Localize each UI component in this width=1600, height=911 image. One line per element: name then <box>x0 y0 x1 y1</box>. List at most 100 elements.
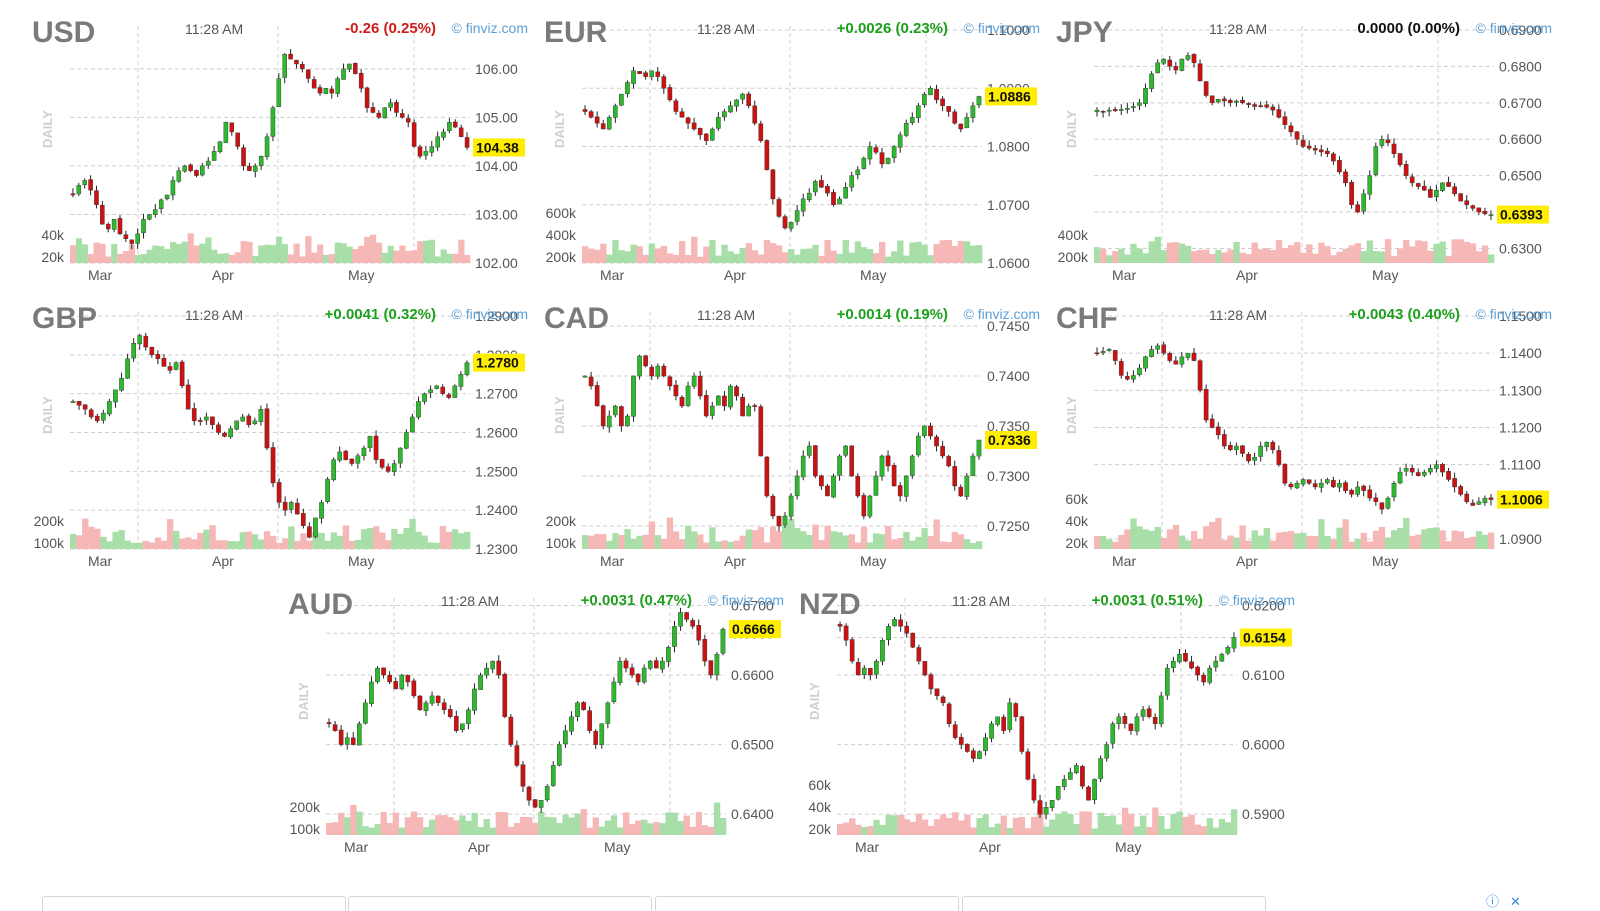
finviz-credit-link[interactable]: © finviz.com <box>963 306 1040 322</box>
finviz-credit-link[interactable]: © finviz.com <box>1475 306 1552 322</box>
volume-bar <box>386 822 393 835</box>
candle-body <box>335 78 340 94</box>
candle-body <box>464 362 470 376</box>
candle-body <box>241 147 246 167</box>
ad-box[interactable] <box>42 896 346 911</box>
chart-panel-gbp[interactable]: 1.29001.28001.27001.26001.25001.24001.23… <box>30 294 530 574</box>
candle-body <box>928 88 933 96</box>
volume-bar <box>94 528 101 549</box>
candle-body <box>1294 131 1300 140</box>
candle-body <box>891 465 897 487</box>
candle-body <box>417 695 423 711</box>
volume-bar <box>1281 248 1289 263</box>
candle-body <box>952 724 958 738</box>
candle-body <box>1231 637 1237 649</box>
candle-body <box>1264 442 1270 448</box>
candle-body <box>776 199 782 217</box>
finviz-credit-link[interactable]: © finviz.com <box>451 20 528 36</box>
candle-body <box>728 105 733 113</box>
finviz-credit-link[interactable]: © finviz.com <box>451 306 528 322</box>
candle-body <box>861 667 867 676</box>
candle-body <box>1440 182 1445 191</box>
candle-body <box>619 93 624 106</box>
close-icon[interactable]: ✕ <box>1510 895 1521 910</box>
y-tick-label: 106.00 <box>475 61 518 77</box>
volume-bar <box>458 239 465 263</box>
volume-bar <box>951 245 959 263</box>
candle-body <box>1146 708 1152 717</box>
candle-body <box>1031 779 1037 801</box>
chart-panel-cad[interactable]: 0.7450 0.7400 0.7350 0.7300 0.7250 0.7336 Mar A… <box>542 294 1042 574</box>
candle-body <box>661 365 667 377</box>
ad-box[interactable] <box>348 896 652 911</box>
finviz-credit-link[interactable]: © finviz.com <box>707 592 784 608</box>
volume-bar <box>909 540 916 549</box>
finviz-credit-link[interactable]: © finviz.com <box>963 20 1040 36</box>
last-price-label: 0.6154 <box>1243 629 1286 645</box>
candle-body <box>387 674 392 683</box>
candle-body <box>709 405 715 416</box>
chart-panel-chf[interactable]: 1.1500 1.1400 1.1300 1.1200 1.1100 1.0900 1.10… <box>1054 294 1554 574</box>
volume-bar <box>305 236 312 263</box>
volume-bar <box>1112 251 1119 263</box>
finviz-credit-link[interactable]: © finviz.com <box>1218 592 1295 608</box>
candle-body <box>325 478 330 502</box>
chart-panel-jpy[interactable]: 0.69000.68000.67000.66000.65000.64000.63… <box>1054 8 1554 288</box>
candle-body <box>631 375 636 417</box>
chart-panel-aud[interactable]: 0.67000.66600.66000.65000.64000.6666MarA… <box>286 580 786 860</box>
price-change: +0.0031 (0.51%) <box>1091 592 1203 609</box>
volume-bars <box>582 236 983 263</box>
volume-bar <box>392 812 400 835</box>
volume-bar <box>1124 254 1131 263</box>
volume-bar <box>782 525 789 549</box>
candle-body <box>1025 751 1031 780</box>
candle-body <box>1428 189 1433 198</box>
volume-bar <box>701 825 709 835</box>
candle-body <box>405 118 411 123</box>
volume-bar <box>1300 252 1307 263</box>
volume-bar <box>891 539 898 549</box>
candle-body <box>1173 360 1179 365</box>
candle-body <box>1397 471 1403 484</box>
volume-bar <box>653 822 660 835</box>
volume-bar <box>715 255 722 263</box>
price-change: +0.0041 (0.32%) <box>324 306 436 323</box>
volume-bar <box>1427 250 1434 263</box>
volume-bar <box>350 804 357 835</box>
x-tick-label: Mar <box>88 553 112 569</box>
volume-bar <box>622 812 630 835</box>
chart-panel-nzd[interactable]: 0.62000.61540.61000.60000.59000.6154MarA… <box>797 580 1297 860</box>
candle-body <box>940 98 945 106</box>
candle-body <box>1228 100 1233 104</box>
chart-panel-usd[interactable]: 106.00 105.00 104.00 103.00 102.00 104.38 Mar A… <box>30 8 530 288</box>
volume-tick-label: 60k <box>808 777 832 793</box>
volume-bar <box>187 233 194 263</box>
volume-tick-label: 40k <box>41 227 65 243</box>
ad-strip: ⓘ ✕ <box>40 895 1600 911</box>
volume-bar <box>427 542 434 549</box>
y-tick-label: 1.2900 <box>475 308 518 324</box>
volume-bar <box>1354 243 1361 263</box>
last-price-marker: 104.38 <box>473 138 525 157</box>
candle-body <box>550 765 556 786</box>
volume-bar <box>1154 526 1161 549</box>
ad-box[interactable] <box>962 896 1266 911</box>
candle-body <box>411 122 417 147</box>
volume-bar <box>751 250 759 263</box>
candle-body <box>1155 62 1160 74</box>
y-tick-label: 0.6600 <box>731 667 774 683</box>
candle-body <box>1221 98 1227 102</box>
candle-body <box>764 456 770 497</box>
ad-box[interactable] <box>655 896 959 911</box>
candle-body <box>1219 653 1225 662</box>
volume-bar <box>1190 531 1198 549</box>
chart-panel-eur[interactable]: 1.10001.09001.08001.07001.06001.0886MarA… <box>542 8 1042 288</box>
candle-body <box>341 68 346 80</box>
info-icon[interactable]: ⓘ <box>1486 895 1500 910</box>
volume-bar <box>324 540 331 549</box>
candle-body <box>1128 723 1134 731</box>
y-tick-label: 0.6600 <box>1499 131 1542 147</box>
candle-body <box>1452 186 1457 195</box>
finviz-credit-link[interactable]: © finviz.com <box>1475 20 1552 36</box>
candle-body <box>922 425 927 437</box>
